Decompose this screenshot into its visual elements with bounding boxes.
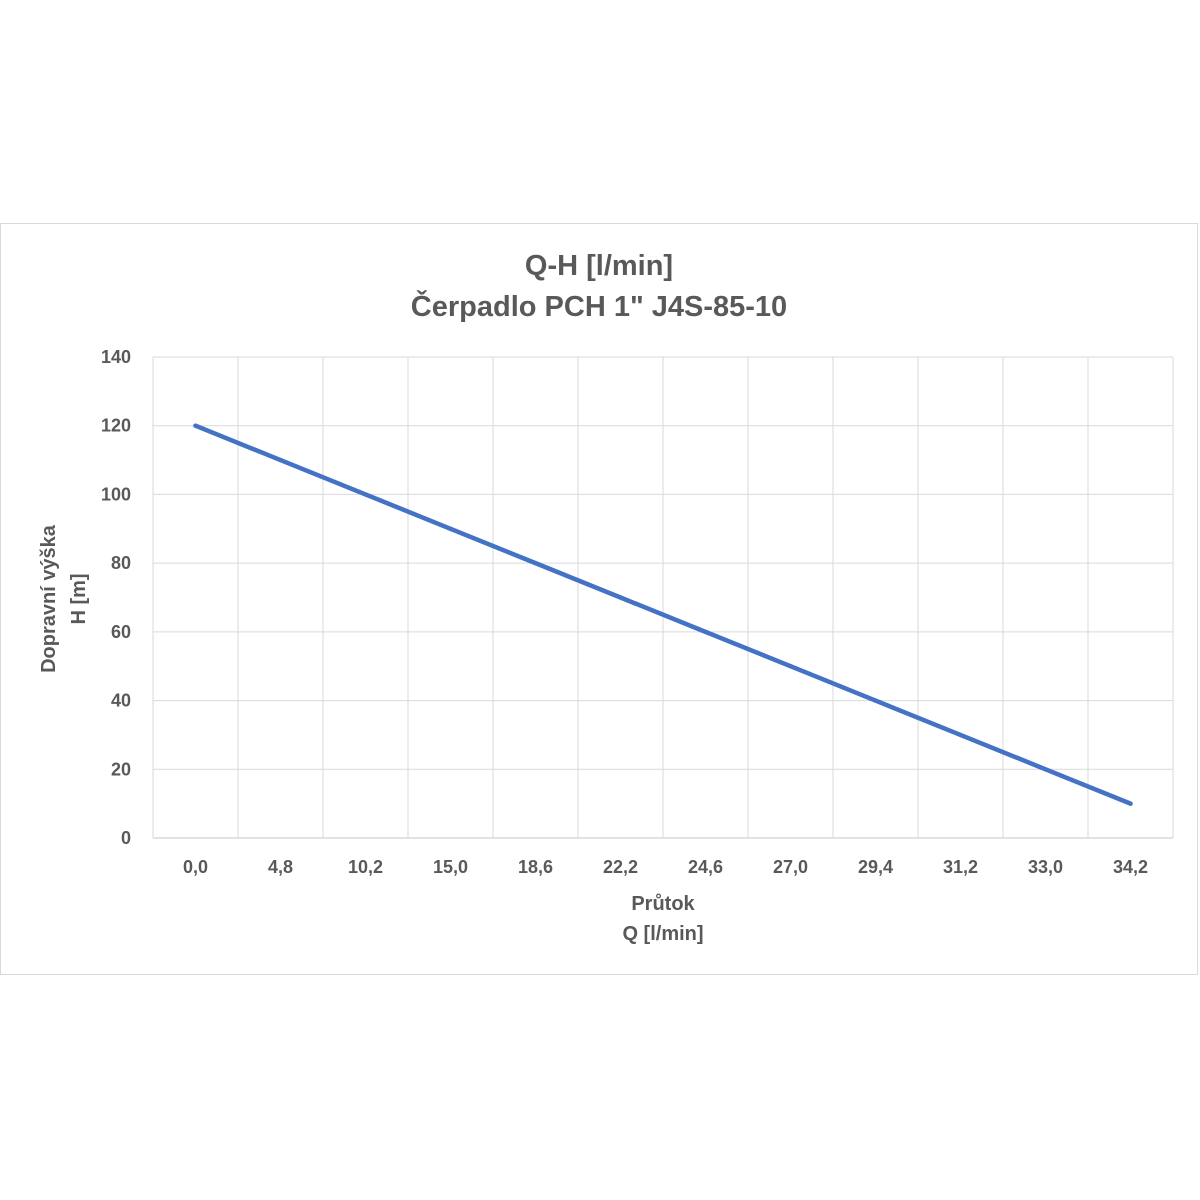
y-tick-label: 100 (101, 484, 131, 504)
x-tick-label: 4,8 (268, 857, 293, 877)
x-tick-label: 10,2 (348, 857, 383, 877)
x-tick-label: 24,6 (688, 857, 723, 877)
x-tick-label: 33,0 (1028, 857, 1063, 877)
data-point (533, 560, 538, 566)
data-point (193, 423, 198, 428)
chart-title-line-1: Q-H [l/min] (525, 250, 673, 282)
chart-svg: Q-H [l/min] Čerpadlo PCH 1" J4S-85-10 0 2… (38, 250, 1174, 945)
y-tick-label: 80 (111, 553, 131, 573)
x-axis-ticks: 0,0 4,8 10,2 15,0 18,6 22,2 24,6 27,0 29,4 31,2 33… (183, 857, 1148, 877)
y-tick-label: 40 (111, 691, 131, 711)
chart-frame: Q-H [l/min] Čerpadlo PCH 1" J4S-85-10 0 2… (0, 223, 1198, 975)
x-tick-label: 27,0 (773, 857, 808, 877)
x-tick-label: 22,2 (603, 857, 638, 877)
x-tick-label: 18,6 (518, 857, 553, 877)
y-tick-label: 60 (111, 622, 131, 642)
data-point (788, 664, 793, 669)
y-tick-label: 120 (101, 416, 131, 436)
x-tick-label: 34,2 (1113, 857, 1148, 877)
gridlines (152, 356, 1174, 839)
data-point (958, 732, 963, 738)
data-point (363, 492, 368, 497)
data-point (1128, 801, 1133, 806)
y-axis-ticks: 0 20 40 60 80 100 120 140 (101, 347, 131, 848)
x-axis-title-line-1: Průtok (631, 893, 695, 915)
y-axis-title: Dopravní výška H [m] (38, 524, 90, 673)
chart-title: Q-H [l/min] Čerpadlo PCH 1" J4S-85-10 (411, 250, 787, 323)
series (193, 423, 1133, 806)
y-axis-title-line-2: H [m] (68, 573, 90, 624)
x-tick-label: 15,0 (433, 857, 468, 877)
data-point (873, 698, 878, 703)
data-point (278, 457, 283, 463)
x-tick-label: 31,2 (943, 857, 978, 877)
y-tick-label: 140 (101, 347, 131, 367)
x-axis-title: Průtok Q [l/min] (622, 893, 703, 945)
x-axis-title-line-2: Q [l/min] (622, 923, 703, 945)
data-point (703, 629, 708, 635)
chart-title-line-2: Čerpadlo PCH 1" J4S-85-10 (411, 289, 787, 323)
y-axis-title-line-1: Dopravní výška (38, 524, 60, 673)
data-point (618, 595, 623, 600)
y-tick-label: 20 (111, 759, 131, 779)
data-point (1043, 767, 1048, 772)
x-tick-label: 0,0 (183, 857, 208, 877)
y-tick-label: 0 (121, 828, 131, 848)
data-point (448, 526, 453, 531)
x-tick-label: 29,4 (858, 857, 893, 877)
series-line (193, 423, 1133, 806)
